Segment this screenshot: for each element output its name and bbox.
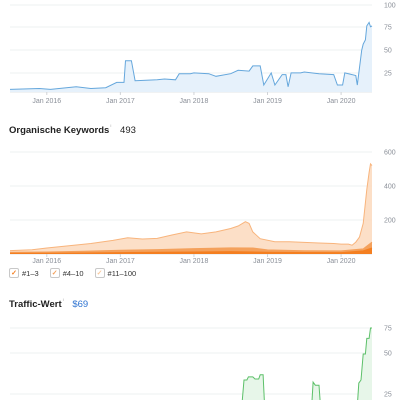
series-line--11-100 [9,162,373,252]
traffic-value-heading: Traffic-Wertⁱ $69 [9,298,88,310]
organic-keywords-heading: Organische Keywordsⁱ 493 [9,124,136,136]
legend-item-top100[interactable]: ✓ #11–100 [94,268,137,278]
rating-chart-svg: 100 75 50 25 Jan 2016 Jan 2017 Jan 2018 Jan 201… [9,3,396,105]
y-tick-label: 25 [384,392,392,399]
y-tick-label: 75 [384,25,392,32]
x-tick-label: Jan 2018 [180,98,209,105]
traffic-value-title: Traffic-Wert [9,299,62,311]
legend-item-top10[interactable]: ✓ #4–10 [49,268,84,278]
x-tick-label: Jan 2020 [327,258,356,264]
info-icon[interactable]: ⁱ [110,125,112,131]
series-line--4-10 [9,241,373,253]
series-area--11-100 [10,163,372,254]
series-line-traffic [241,327,372,400]
x-tick-label: Jan 2017 [106,98,135,105]
info-icon[interactable]: ⁱ [62,299,64,305]
series-line--1-3 [9,247,373,254]
x-tick-label: Jan 2017 [106,258,135,264]
legend-label: #1–3 [22,268,39,278]
checkbox-icon[interactable]: ✓ [94,268,105,278]
rating-chart: 100 75 50 25 Jan 2016 Jan 2017 Jan 2018 Jan 201… [0,0,400,110]
series-area-traffic [242,328,372,400]
series-area-rating [10,22,372,92]
y-tick-label: 50 [384,48,392,55]
traffic-value-amount: $69 [72,299,89,311]
x-tick-label: Jan 2020 [327,98,356,105]
x-tick-label: Jan 2019 [253,258,282,264]
y-tick-label: 100 [384,3,396,10]
y-tick-label: 400 [384,184,396,191]
y-tick-label: 50 [384,351,392,358]
y-tick-label: 25 [384,71,392,78]
organic-keywords-chart: 600 400 200 Jan 2016 Jan 2017 Jan 2018 Jan 201… [0,142,400,264]
position-legend: ✓ #1–3 ✓ #4–10 ✓ #11–100 [9,268,136,278]
x-tick-label: Jan 2016 [32,98,61,105]
series-line-rating [9,21,373,90]
checkbox-icon[interactable]: ✓ [9,268,19,278]
checkbox-icon[interactable]: ✓ [49,268,60,278]
legend-item-top3[interactable]: ✓ #1–3 [9,268,39,278]
organic-keywords-count: 493 [120,125,136,137]
legend-label: #11–100 [107,268,137,278]
organic-keywords-title: Organische Keywords [9,125,110,137]
legend-label: #4–10 [62,268,84,278]
y-tick-label: 600 [384,150,396,157]
traffic-value-chart-svg: 75 50 25 [10,326,392,400]
x-tick-label: Jan 2016 [32,258,61,264]
y-tick-label: 75 [384,326,392,333]
traffic-value-chart: 75 50 25 [0,318,400,400]
y-tick-label: 200 [384,218,396,225]
x-tick-label: Jan 2019 [253,98,282,105]
x-tick-label: Jan 2018 [180,258,209,264]
organic-keywords-chart-svg: 600 400 200 Jan 2016 Jan 2017 Jan 2018 Jan 201… [9,150,396,264]
